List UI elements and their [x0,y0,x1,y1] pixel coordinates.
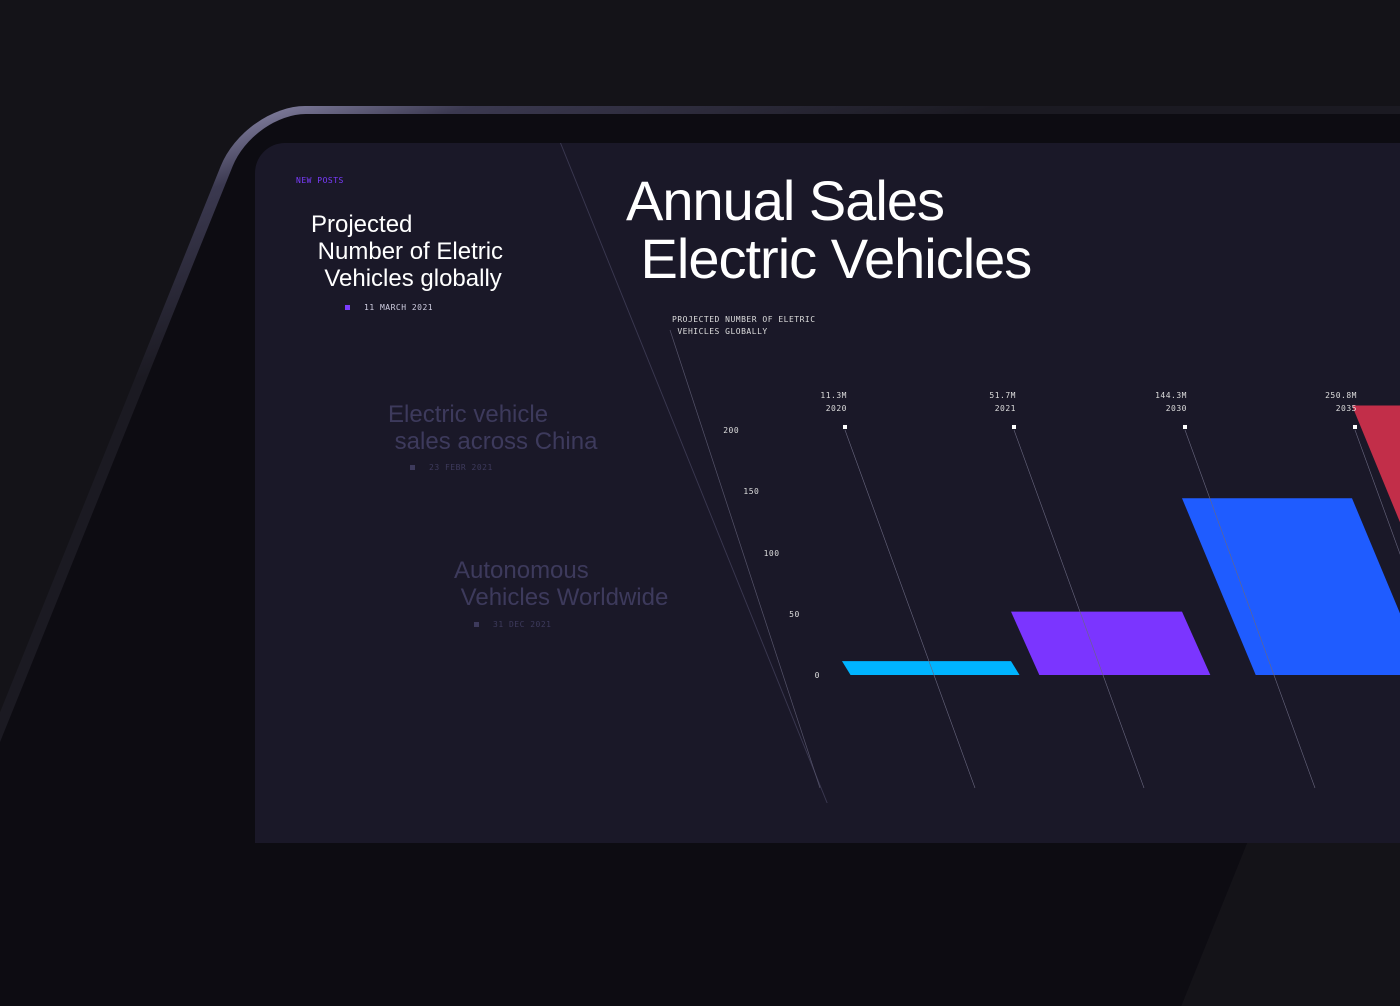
bar-label: 11.3M 2020 [787,389,847,415]
y-tick-label: 150 [743,487,760,497]
value-label: 144.3M [1155,391,1187,400]
bar-2035 [1352,405,1400,523]
year-label: 2020 [825,404,847,413]
bar-label: 250.8M 2035 [1297,389,1357,415]
post-date-1: 11 MARCH 2021 [345,303,433,312]
value-label: 250.8M [1325,391,1357,400]
post-title-1[interactable]: Projected Number of Eletric Vehicles glo… [311,211,504,292]
y-axis-line [669,329,821,788]
bar-2021 [1011,611,1211,675]
guide-line [1013,429,1145,788]
y-tick-label: 100 [763,548,780,558]
y-tick-label: 0 [814,671,820,680]
marker-2020 [843,425,847,429]
guide-line [1184,429,1316,788]
guide-line [1354,429,1400,555]
post-title-2[interactable]: Electric vehicle sales across China [388,401,598,455]
post-title-3[interactable]: Autonomous Vehicles Worldwide [454,557,669,611]
y-tick-label: 200 [723,426,740,435]
bar-chart [669,329,1400,788]
marker-2030 [1183,425,1187,429]
bar-label: 144.3M 2030 [1127,389,1187,415]
year-label: 2030 [1165,404,1187,413]
section-label: NEW POSTS [296,176,344,185]
value-label: 11.3M [820,391,847,400]
bar-2030 [1182,498,1400,675]
y-tick-label: 50 [789,609,800,619]
value-label: 51.7M [989,391,1016,400]
bar-2020 [842,661,1020,675]
marker-2021 [1012,425,1016,429]
marker-2035 [1353,425,1357,429]
tablet-screen [255,143,1400,843]
page-title: Annual Sales Electric Vehicles [626,169,1032,290]
guide-line [844,429,976,788]
post-date-3: 31 DEC 2021 [474,620,551,629]
bullet-icon [345,305,350,310]
bar-label: 51.7M 2021 [956,389,1016,415]
bullet-icon [474,622,479,627]
post-date-2: 23 FEBR 2021 [410,463,493,472]
year-label: 2021 [994,404,1016,413]
bullet-icon [410,465,415,470]
chart-subtitle: PROJECTED NUMBER OF ELETRIC VEHICLES GLO… [672,315,816,336]
year-label: 2035 [1335,404,1357,413]
